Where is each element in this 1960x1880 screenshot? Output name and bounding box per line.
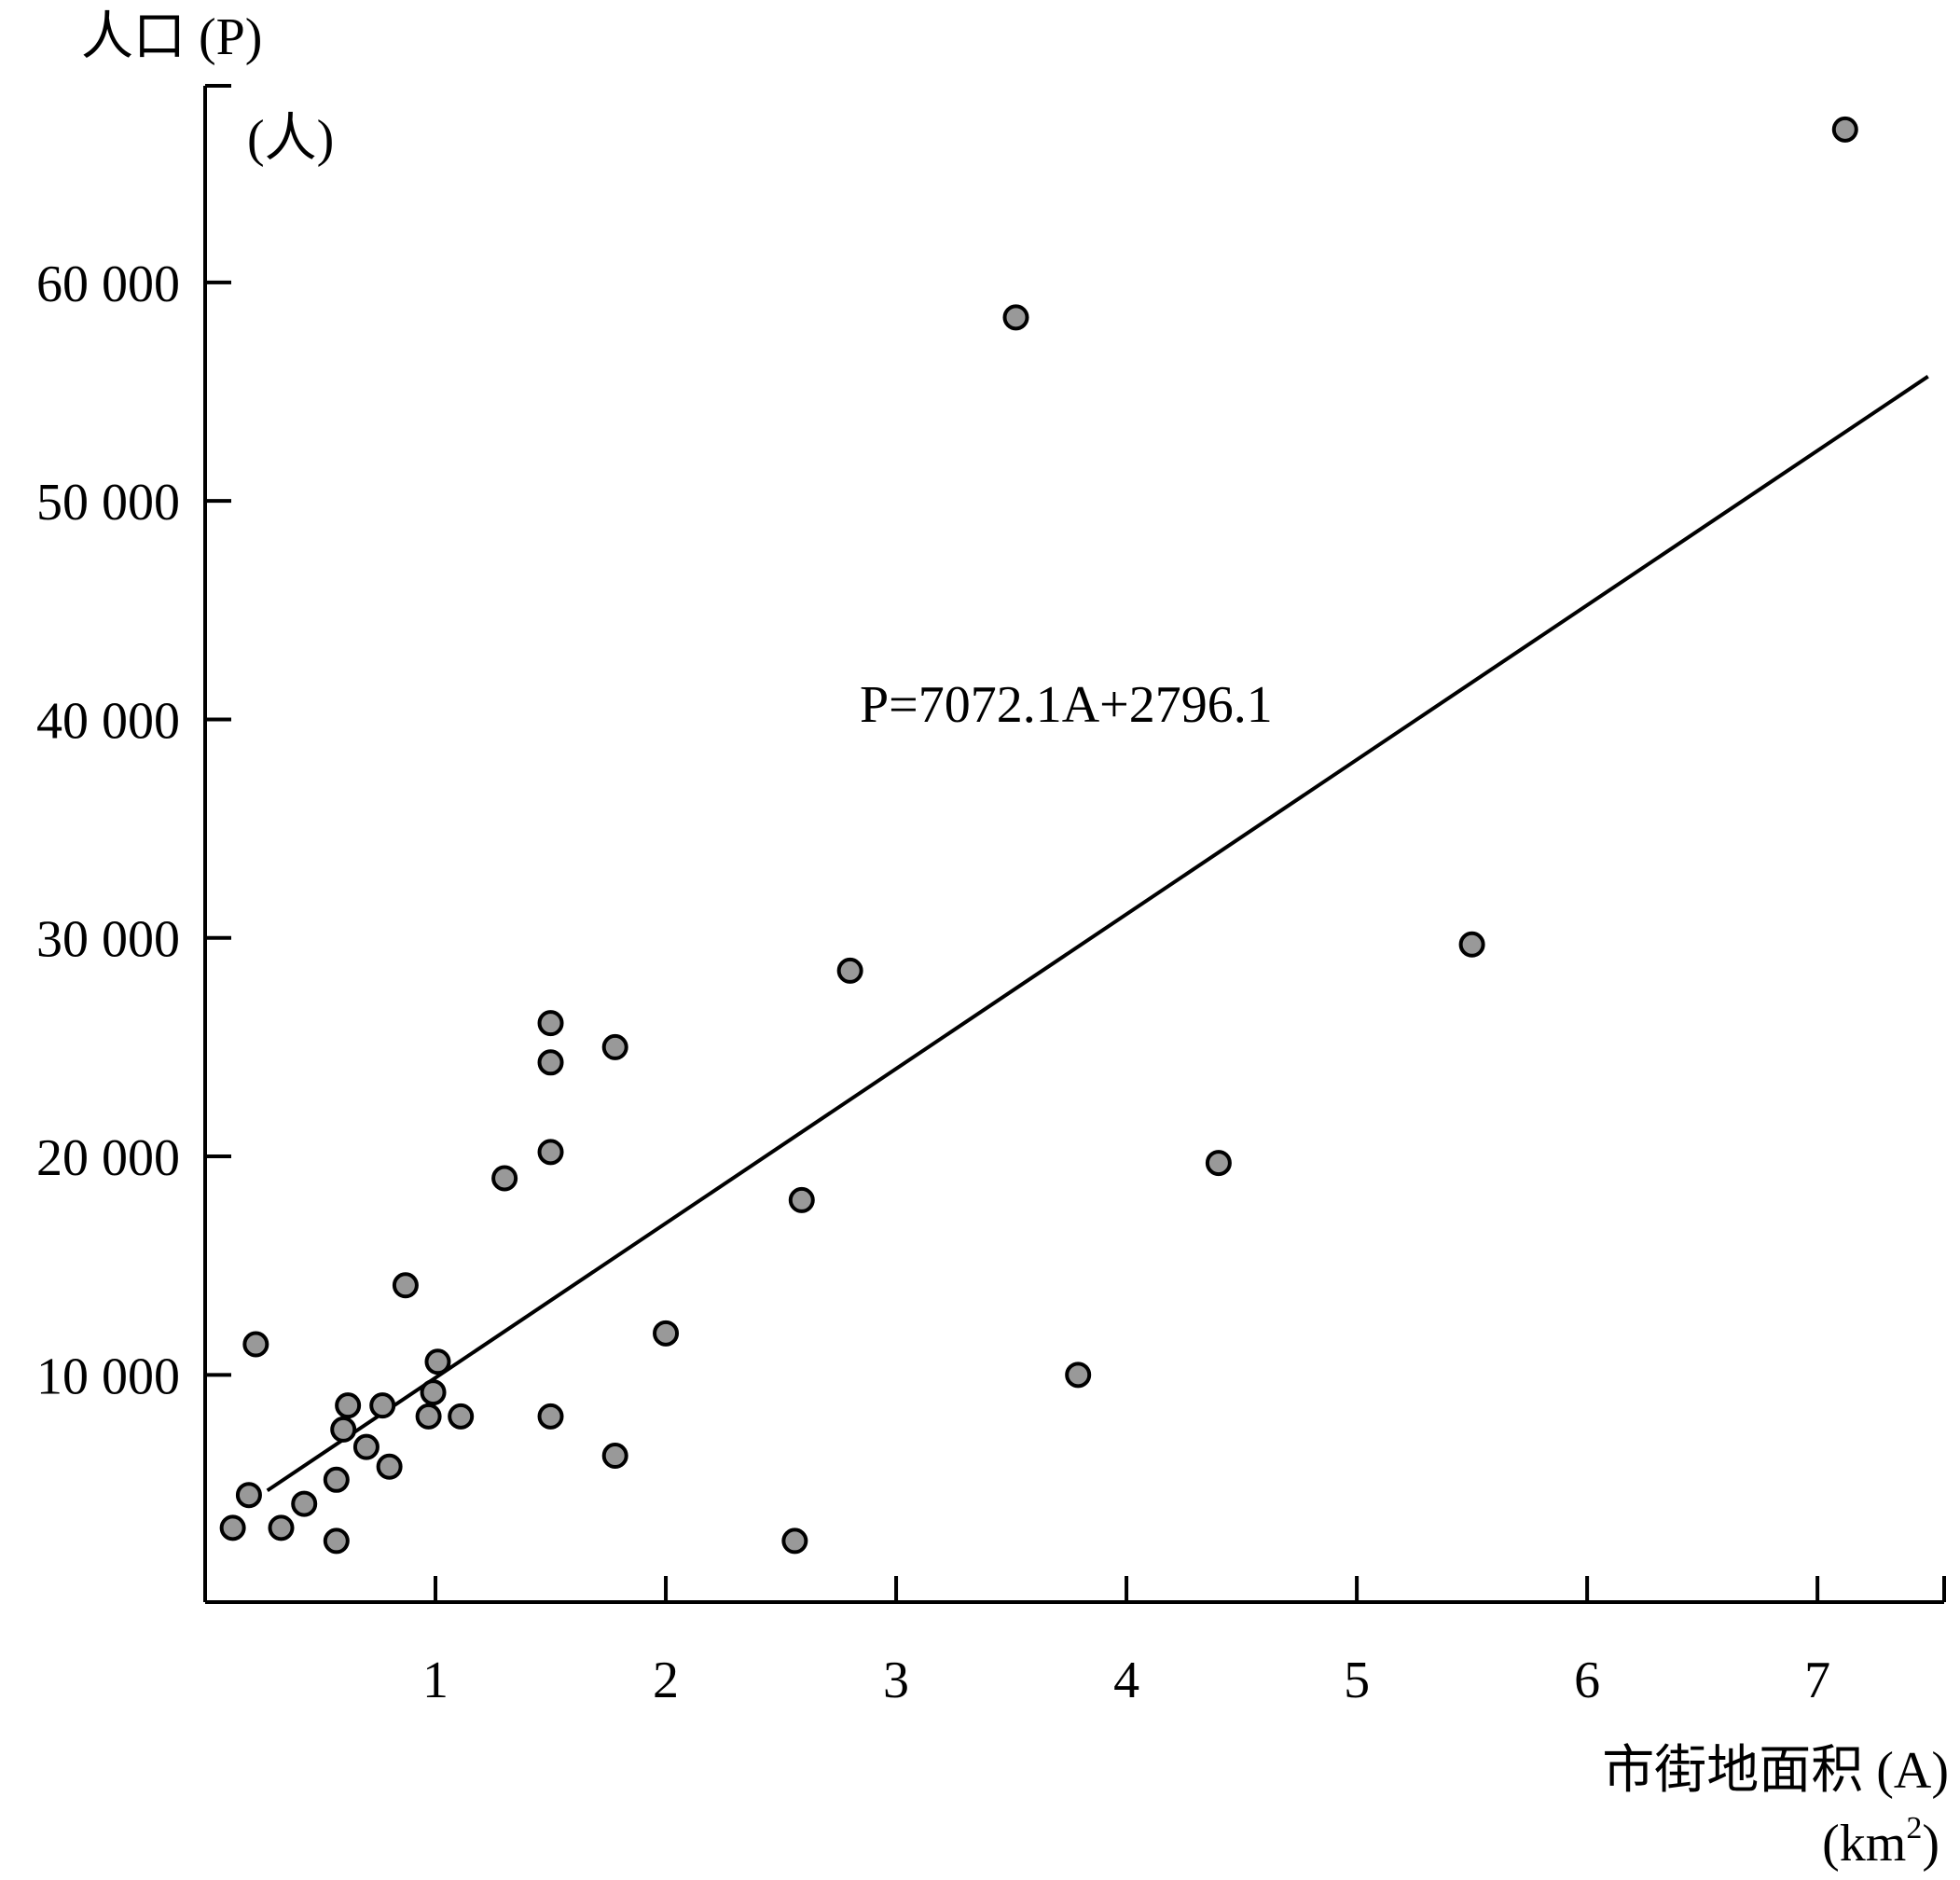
data-point (537, 1049, 564, 1076)
x-tick-label: 4 (1113, 1652, 1139, 1709)
x-axis-label: 市街地面积 (A) (1602, 1742, 1949, 1800)
x-tick-label: 6 (1574, 1652, 1600, 1709)
data-point (415, 1403, 442, 1430)
x-tick-label: 1 (422, 1652, 449, 1709)
data-point (537, 1403, 564, 1430)
y-tick-label: 20 000 (36, 1129, 180, 1187)
x-tick-label: 2 (653, 1652, 679, 1709)
data-point (219, 1514, 246, 1541)
y-tick-label: 10 000 (36, 1348, 180, 1405)
data-point (601, 1443, 628, 1470)
x-axis-unit-close: ) (1922, 1815, 1939, 1873)
data-point (537, 1139, 564, 1166)
data-point (392, 1272, 419, 1299)
data-point (788, 1186, 815, 1213)
x-axis-unit-superscript: 2 (1906, 1811, 1922, 1845)
data-point (420, 1379, 447, 1406)
x-axis-unit-base: (km (1822, 1815, 1906, 1873)
data-point (1831, 116, 1858, 143)
y-tick-label: 50 000 (36, 474, 180, 532)
data-point (601, 1033, 628, 1060)
regression: P=7072.1A+2796.1 (266, 375, 1929, 1493)
x-tick-label: 5 (1344, 1652, 1370, 1709)
y-axis-unit: (人) (247, 110, 334, 168)
y-axis-label: 人口 (P) (81, 8, 262, 66)
data-point (836, 957, 863, 984)
data-point (323, 1466, 350, 1493)
data-point (291, 1490, 318, 1517)
y-tick-label: 60 000 (36, 256, 180, 313)
ticks (205, 280, 1820, 1602)
data-point (1002, 304, 1029, 331)
data-point (335, 1392, 362, 1419)
y-tick-label: 30 000 (36, 911, 180, 969)
data-point (781, 1528, 808, 1555)
data-point (242, 1331, 269, 1358)
y-tick-label: 40 000 (36, 692, 180, 750)
data-point (376, 1453, 403, 1480)
data-point (1065, 1362, 1092, 1389)
data-point (491, 1165, 518, 1192)
data-point (369, 1392, 396, 1419)
x-tick-label: 7 (1804, 1652, 1830, 1709)
data-point (330, 1416, 357, 1443)
data-point (323, 1528, 350, 1555)
data-point (1205, 1150, 1232, 1177)
data-point (1458, 931, 1485, 958)
data-point (352, 1433, 380, 1460)
axes (203, 84, 1946, 1604)
data-points (219, 116, 1858, 1555)
x-axis-unit: (km2) (1822, 1811, 1939, 1873)
data-point (424, 1348, 451, 1375)
data-point (653, 1320, 680, 1347)
regression-equation: P=7072.1A+2796.1 (860, 676, 1273, 734)
data-point (537, 1010, 564, 1037)
data-point (448, 1403, 475, 1430)
data-point (235, 1482, 262, 1509)
regression-line (266, 375, 1929, 1493)
x-tick-label: 3 (883, 1652, 909, 1709)
tick-labels: 10 000 20 000 30 000 40 000 50 000 60 000 1 2 3 4… (36, 256, 1830, 1709)
data-point (268, 1514, 295, 1541)
